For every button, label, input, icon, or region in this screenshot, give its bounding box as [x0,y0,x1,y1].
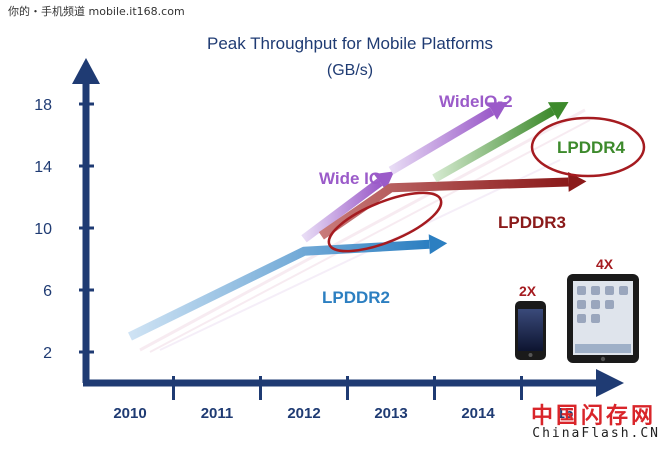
y-tick-label: 2 [43,345,52,362]
label-wideio2: WideIO-2 [439,92,513,111]
x-tick-label: 2013 [374,405,407,422]
y-tick-label: 10 [34,221,52,238]
label-4x: 4X [596,256,614,272]
guide-band [149,119,591,353]
series-line-wide-io [301,178,383,243]
x-tick-label: 15 [557,405,574,422]
series-arrowhead-wide-io [373,171,395,191]
series-layer [128,102,587,341]
label-2x: 2X [519,283,537,299]
chart-subtitle: (GB/s) [327,62,373,79]
watermark-chinaflash-en: ChinaFlash.CN [532,426,660,441]
highlight-ring-lpddr4 [530,116,646,178]
x-axis-arrow [596,369,624,397]
x-tick-label: 2010 [113,405,146,422]
series-arrowhead-wideio-2 [487,102,508,120]
label-wideio: Wide IO [319,169,382,188]
label-lpddr4: LPDDR4 [557,138,626,157]
x-tick-label: 2011 [201,405,234,422]
series-arrowhead-lpddr2 [428,234,448,255]
y-tick-label: 6 [43,283,52,300]
watermark-top: 你的・手机频道 mobile.it168.com [8,5,185,18]
y-axis-arrow [72,58,100,84]
series-arrowhead-lpddr3 [568,172,587,192]
y-ticks: 2 6 10 14 18 [34,97,94,362]
x-ticks: 2010 2011 2012 2013 2014 15 [113,376,573,422]
chart-title: Peak Throughput for Mobile Platforms [207,34,493,53]
label-lpddr3: LPDDR3 [498,213,566,232]
axes [72,58,624,397]
highlight-ring-lpddr3 [327,191,443,253]
series-line-lpddr2 [128,239,430,341]
x-tick-label: 2012 [287,405,320,422]
phone-icon [515,301,546,360]
watermark-chinaflash-cn: 中国闪存网 [530,404,656,429]
series-line-lpddr3 [318,177,569,240]
series-line-lpddr4 [432,106,556,183]
series-arrowhead-lpddr4 [547,102,569,120]
guide-band [139,108,586,352]
y-tick-label: 18 [34,97,52,114]
x-tick-label: 2014 [461,405,495,422]
label-lpddr2: LPDDR2 [322,288,390,307]
guide-band [159,159,561,351]
y-tick-label: 14 [34,159,52,176]
series-line-wideio-2 [388,107,495,175]
guide-bands [139,108,591,353]
tablet-icon [567,274,639,363]
